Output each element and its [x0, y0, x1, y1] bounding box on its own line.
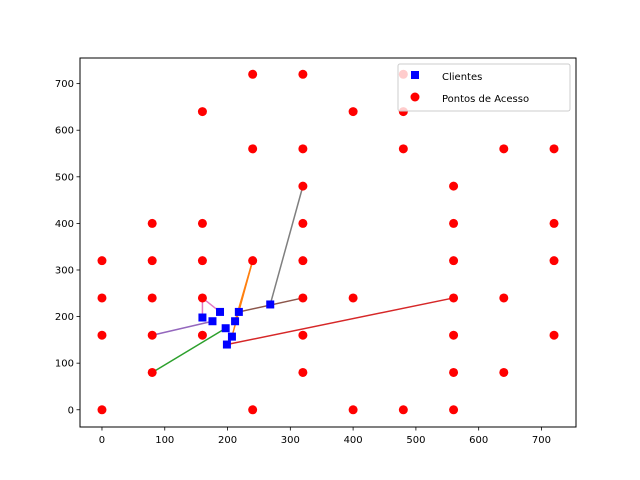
- y-tick-label: 300: [55, 265, 74, 276]
- client-marker: [234, 307, 243, 316]
- access-point-marker: [97, 330, 107, 340]
- axes: 0 100 200 300 400 500 600 700 0 100 200 300 400 500 60…: [55, 57, 577, 446]
- access-point-marker: [549, 218, 559, 228]
- access-point-marker: [248, 256, 258, 266]
- access-point-marker: [449, 367, 459, 377]
- y-tick-label: 600: [55, 126, 74, 137]
- access-point-marker: [248, 405, 258, 415]
- access-point-marker: [449, 256, 459, 266]
- legend-pontos-label: Pontos de Acesso: [442, 94, 529, 105]
- access-point-marker: [248, 144, 258, 154]
- x-tick-label: 200: [218, 435, 237, 446]
- access-point-marker: [97, 293, 107, 303]
- data-markers: [97, 69, 559, 415]
- access-point-marker: [449, 405, 459, 415]
- x-tick-label: 100: [155, 435, 174, 446]
- access-point-marker: [298, 69, 308, 79]
- x-tick-label: 0: [99, 435, 105, 446]
- access-point-marker: [449, 293, 459, 303]
- y-tick-label: 700: [55, 79, 74, 90]
- connection-line: [269, 185, 304, 305]
- x-tick-label: 400: [344, 435, 363, 446]
- access-point-marker: [197, 107, 207, 117]
- access-point-marker: [298, 181, 308, 191]
- x-tick-label: 700: [532, 435, 551, 446]
- access-point-marker: [147, 293, 157, 303]
- access-point-marker: [499, 144, 509, 154]
- access-point-marker: [398, 144, 408, 154]
- access-point-marker: [197, 293, 207, 303]
- access-point-marker: [298, 144, 308, 154]
- access-point-marker: [549, 256, 559, 266]
- access-point-marker: [97, 405, 107, 415]
- legend-box: [397, 63, 571, 112]
- access-point-marker: [248, 69, 258, 79]
- client-marker: [266, 300, 275, 309]
- access-point-marker: [147, 367, 157, 377]
- access-point-marker: [298, 256, 308, 266]
- access-point-marker: [449, 181, 459, 191]
- access-point-marker: [348, 293, 358, 303]
- client-marker: [227, 332, 236, 341]
- x-tick-label: 300: [281, 435, 300, 446]
- access-point-marker: [147, 330, 157, 340]
- y-tick-label: 0: [68, 405, 74, 416]
- connection-line: [151, 327, 227, 374]
- client-marker: [222, 340, 231, 349]
- plot-frame: [79, 57, 577, 428]
- access-point-marker: [298, 367, 308, 377]
- access-point-marker: [197, 218, 207, 228]
- access-point-marker: [398, 405, 408, 415]
- client-marker: [198, 313, 207, 322]
- y-tick-label: 100: [55, 359, 74, 370]
- legend-pontos-marker: [410, 92, 420, 102]
- access-point-marker: [298, 218, 308, 228]
- client-marker: [216, 307, 225, 316]
- y-tick-label: 400: [55, 219, 74, 230]
- client-marker: [208, 317, 217, 326]
- legend-clientes-label: Clientes: [442, 72, 482, 83]
- access-point-marker: [147, 218, 157, 228]
- client-marker: [231, 317, 240, 326]
- access-point-marker: [449, 330, 459, 340]
- access-point-marker: [348, 107, 358, 117]
- access-point-marker: [549, 330, 559, 340]
- connection-line: [152, 320, 213, 336]
- access-point-marker: [298, 293, 308, 303]
- x-tick-label: 600: [469, 435, 488, 446]
- legend: Clientes Pontos de Acesso: [397, 63, 571, 112]
- access-point-marker: [197, 330, 207, 340]
- x-tick-label: 500: [406, 435, 425, 446]
- access-point-marker: [499, 367, 509, 377]
- access-point-marker: [298, 330, 308, 340]
- connection-line: [226, 297, 454, 346]
- access-point-marker: [197, 256, 207, 266]
- access-point-marker: [549, 144, 559, 154]
- access-point-marker: [147, 256, 157, 266]
- access-point-marker: [97, 256, 107, 266]
- y-tick-label: 200: [55, 312, 74, 323]
- y-tick-label: 500: [55, 172, 74, 183]
- legend-clientes-marker: [411, 71, 419, 79]
- access-point-marker: [499, 293, 509, 303]
- access-point-marker: [449, 218, 459, 228]
- client-marker: [221, 324, 230, 333]
- access-point-marker: [348, 405, 358, 415]
